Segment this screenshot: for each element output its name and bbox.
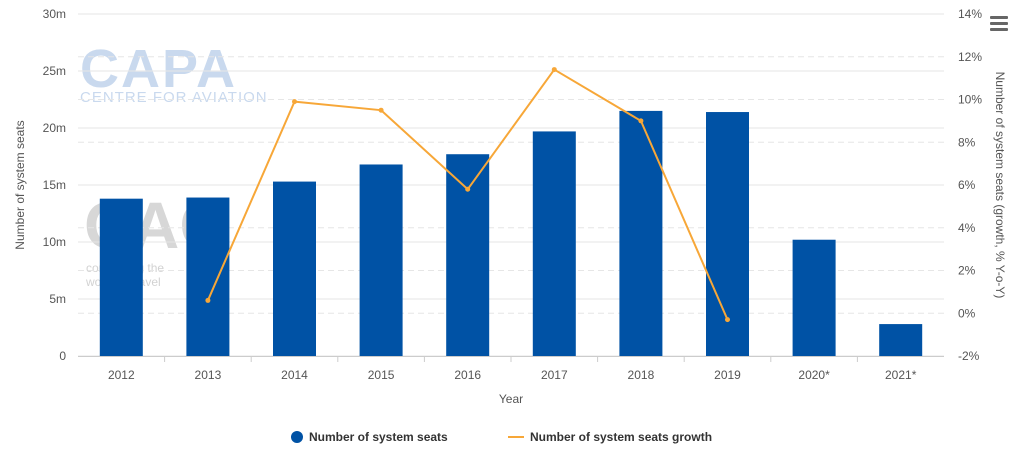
bar	[359, 164, 403, 356]
watermark-capa-logo: CAPA	[80, 39, 237, 99]
bar-series	[99, 110, 923, 357]
growth-point	[551, 67, 557, 73]
x-tick-label: 2013	[195, 368, 222, 382]
bar	[706, 112, 749, 356]
line-series	[205, 67, 730, 323]
y2-tick-label: 0%	[958, 306, 976, 320]
legend-item-seats[interactable]: Number of system seats	[291, 430, 448, 444]
bar	[99, 198, 143, 356]
bar	[879, 324, 923, 356]
y2-tick-label: 10%	[958, 93, 982, 107]
y2-tick-label: 4%	[958, 221, 976, 235]
legend-item-growth[interactable]: Number of system seats growth	[508, 430, 712, 444]
growth-point	[465, 186, 471, 192]
growth-point	[638, 118, 644, 124]
growth-point	[725, 317, 730, 323]
y-tick-label: 0	[59, 349, 66, 363]
x-tick-label: 2012	[108, 368, 135, 382]
bar	[532, 131, 576, 356]
y-tick-label: 10m	[43, 235, 66, 249]
bar	[446, 154, 490, 356]
y2-tick-label: 6%	[958, 178, 976, 192]
y2-tick-label: 8%	[958, 135, 976, 149]
watermark-capa-subtitle: CENTRE FOR AVIATION	[80, 89, 268, 106]
y-tick-label: 20m	[43, 121, 66, 135]
menu-bar-1	[990, 16, 1008, 19]
bar	[186, 197, 230, 356]
menu-bar-3	[990, 28, 1008, 31]
x-tick-label: 2020*	[798, 368, 830, 382]
y-axis-title: Number of system seats	[13, 120, 27, 249]
growth-point	[292, 99, 297, 105]
legend: Number of system seats Number of system …	[291, 430, 712, 444]
menu-bar-2	[990, 22, 1008, 25]
legend-label-seats: Number of system seats	[309, 430, 448, 444]
y-axis-left: 0 5m 10m 15m 20m 25m 30m	[43, 7, 67, 363]
growth-point	[205, 297, 211, 303]
legend-label-growth: Number of system seats growth	[530, 430, 712, 444]
bar	[619, 110, 663, 357]
x-axis: 2012 2013 2014 2015 2016 2017 2018 2019 2020* 202…	[78, 356, 944, 382]
x-tick-label: 2019	[714, 368, 741, 382]
y-tick-label: 30m	[43, 7, 66, 21]
bar	[273, 181, 316, 356]
growth-point	[378, 107, 384, 113]
y-tick-label: 25m	[43, 64, 66, 78]
x-tick-label: 2021*	[885, 368, 917, 382]
y-tick-label: 5m	[49, 292, 66, 306]
y2-axis-title: Number of system seats (growth, % Y-o-Y)	[993, 72, 1007, 299]
x-tick-label: 2017	[541, 368, 568, 382]
x-tick-label: 2018	[628, 368, 655, 382]
chart-menu-icon[interactable]	[990, 16, 1008, 32]
y2-tick-label: 14%	[958, 7, 982, 21]
legend-marker-seats	[291, 431, 303, 443]
x-tick-label: 2016	[454, 368, 481, 382]
y-axis-right: -2% 0% 2% 4% 6% 8% 10% 12% 14%	[958, 7, 982, 363]
x-axis-title: Year	[499, 392, 523, 406]
x-tick-label: 2015	[368, 368, 395, 382]
y2-tick-label: 2%	[958, 264, 976, 278]
y2-tick-label: -2%	[958, 349, 980, 363]
y-tick-label: 15m	[43, 178, 66, 192]
bar	[792, 239, 836, 356]
x-tick-label: 2014	[281, 368, 308, 382]
y2-tick-label: 12%	[958, 50, 982, 64]
